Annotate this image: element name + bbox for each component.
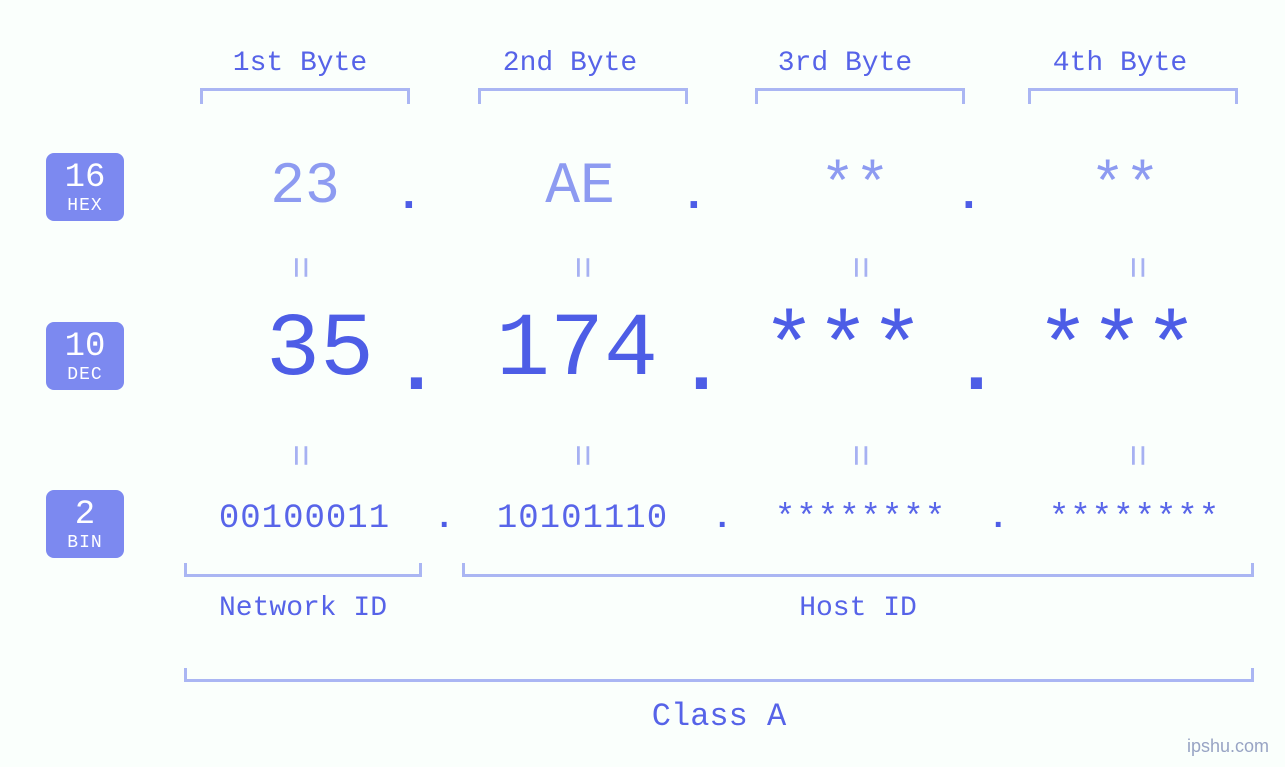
hex-dot-2: . (680, 170, 708, 222)
hex-dot-3: . (955, 170, 983, 222)
equals-dec-bin-2: = (559, 436, 602, 476)
ip-diagram: 1st Byte 2nd Byte 3rd Byte 4th Byte 16 H… (0, 0, 1285, 767)
bracket-host-id (462, 563, 1254, 577)
top-bracket-3 (755, 88, 965, 104)
hex-dot-1: . (395, 170, 423, 222)
bracket-network-id (184, 563, 422, 577)
equals-hex-dec-4: = (1114, 248, 1157, 288)
top-bracket-2 (478, 88, 688, 104)
bin-byte-2: 10101110 (460, 500, 705, 538)
bin-dot-3: . (988, 500, 1008, 538)
equals-hex-dec-3: = (837, 248, 880, 288)
hex-byte-4: ** (1000, 155, 1250, 220)
dec-byte-4: *** (992, 300, 1242, 402)
byte-header-4: 4th Byte (1020, 48, 1220, 79)
equals-dec-bin-1: = (277, 436, 320, 476)
top-bracket-4 (1028, 88, 1238, 104)
hex-byte-2: AE (455, 155, 705, 220)
bin-byte-3: ******** (738, 500, 983, 538)
byte-header-1: 1st Byte (200, 48, 400, 79)
bin-dot-1: . (434, 500, 454, 538)
dec-byte-1: 35 (230, 300, 410, 402)
base-badge-hex-num: 16 (46, 161, 124, 195)
hex-byte-1: 23 (180, 155, 430, 220)
top-bracket-1 (200, 88, 410, 104)
watermark: ipshu.com (1187, 736, 1269, 757)
base-badge-hex-label: HEX (46, 197, 124, 215)
byte-header-2: 2nd Byte (470, 48, 670, 79)
dec-dot-1: . (393, 325, 440, 413)
equals-dec-bin-3: = (837, 436, 880, 476)
bin-byte-4: ******** (1012, 500, 1257, 538)
base-badge-dec: 10 DEC (46, 322, 124, 390)
base-badge-hex: 16 HEX (46, 153, 124, 221)
byte-header-3: 3rd Byte (745, 48, 945, 79)
bin-dot-2: . (712, 500, 732, 538)
base-badge-bin-label: BIN (46, 534, 124, 552)
label-network-id: Network ID (184, 593, 422, 624)
base-badge-dec-label: DEC (46, 366, 124, 384)
bracket-class (184, 668, 1254, 682)
equals-dec-bin-4: = (1114, 436, 1157, 476)
label-class: Class A (184, 698, 1254, 735)
base-badge-bin: 2 BIN (46, 490, 124, 558)
dec-byte-2: 174 (452, 300, 702, 402)
dec-byte-3: *** (718, 300, 968, 402)
label-host-id: Host ID (462, 593, 1254, 624)
equals-hex-dec-1: = (277, 248, 320, 288)
base-badge-dec-num: 10 (46, 330, 124, 364)
bin-byte-1: 00100011 (182, 500, 427, 538)
base-badge-bin-num: 2 (46, 498, 124, 532)
equals-hex-dec-2: = (559, 248, 602, 288)
hex-byte-3: ** (730, 155, 980, 220)
